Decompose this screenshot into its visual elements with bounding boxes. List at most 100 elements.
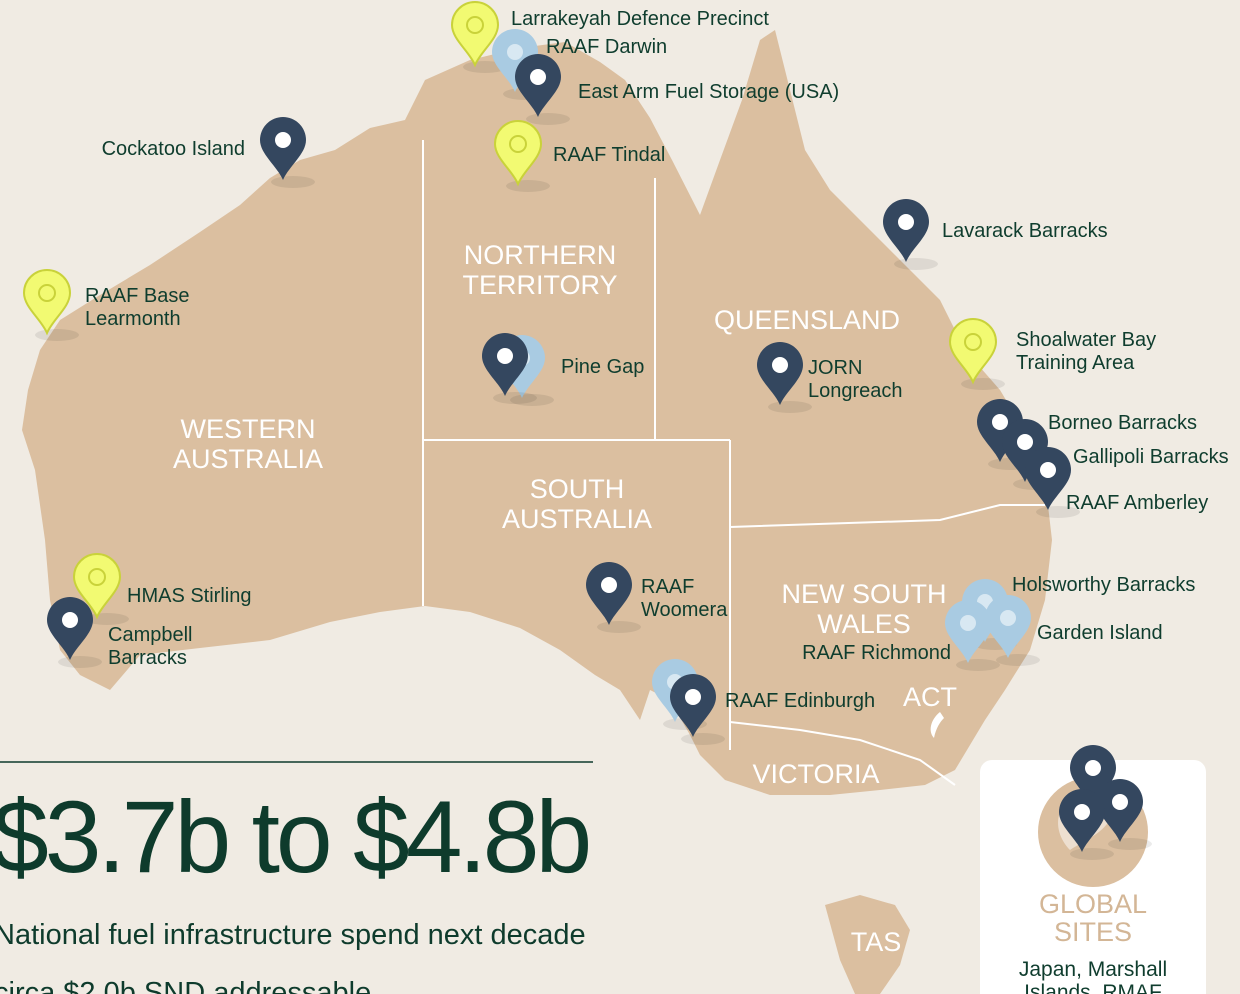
pin-shadow (58, 656, 102, 668)
pin-body (977, 399, 1023, 462)
site-label: Barracks (108, 647, 187, 669)
subtext: National fuel infrastructure spend next … (0, 919, 586, 951)
state-label: TAS (851, 927, 902, 957)
border (729, 721, 956, 786)
pin-body (1025, 447, 1071, 510)
pin-body (492, 29, 538, 92)
pin-hole (964, 333, 982, 351)
site-label: RAAF Darwin (546, 36, 667, 58)
state-label: VICTORIA (752, 759, 879, 789)
pin (757, 342, 812, 413)
pin-body (883, 199, 929, 262)
pin-hole (62, 612, 78, 628)
pin (482, 333, 537, 404)
pin-body (482, 333, 528, 396)
site-label: RAAF Base (85, 285, 189, 307)
pin-shadow (493, 392, 537, 404)
site-label: JORN (808, 357, 862, 379)
pin-shadow (681, 733, 725, 745)
pin-body (47, 597, 93, 660)
pin-body (670, 674, 716, 737)
site-label: Shoalwater Bay (1016, 329, 1156, 351)
pin-hole (960, 615, 976, 631)
pin-body (586, 562, 632, 625)
pin (260, 117, 315, 188)
pin-shadow (768, 401, 812, 413)
pin-body (1097, 779, 1143, 842)
pin-shadow (1070, 848, 1114, 860)
pin-shadow (597, 621, 641, 633)
pin-shadow (526, 113, 570, 125)
pin-hole (1000, 610, 1016, 626)
site-label: Pine Gap (561, 356, 644, 378)
headline: $3.7b to $4.8b (0, 780, 589, 894)
global-detail: Islands, RMAF (1024, 981, 1162, 994)
pin (1059, 789, 1114, 860)
pin-hole (1112, 794, 1128, 810)
pin-hole (466, 16, 484, 34)
labels: WESTERNAUSTRALIANORTHERNTERRITORYQUEENSL… (85, 8, 1229, 994)
pin-hole (275, 132, 291, 148)
border (729, 504, 1045, 528)
pin-hole (1040, 462, 1056, 478)
pin-shadow (961, 378, 1005, 390)
pin-body (1002, 419, 1048, 482)
site-label: RAAF Edinburgh (725, 690, 875, 712)
state-label: NEW SOUTH (782, 579, 947, 609)
site-label: East Arm Fuel Storage (USA) (578, 81, 839, 103)
site-label: RAAF (641, 576, 694, 598)
state-label: NORTHERN (464, 240, 617, 270)
pin (586, 562, 641, 633)
pin-shadow (510, 394, 554, 406)
site-label: Gallipoli Barracks (1073, 446, 1229, 468)
pin-shadow (35, 329, 79, 341)
site-label: HMAS Stirling (127, 585, 251, 607)
site-label: Larrakeyah Defence Precinct (511, 8, 769, 30)
pin-body (945, 600, 991, 663)
pin-hole (772, 357, 788, 373)
state-label: TERRITORY (462, 270, 617, 300)
pin-body (757, 342, 803, 405)
site-label: Campbell (108, 624, 192, 646)
state-label: WALES (817, 609, 911, 639)
pin-hole (507, 44, 523, 60)
pin-hole (1085, 760, 1101, 776)
pin-shadow (506, 180, 550, 192)
subtext: circa $2.0b SND addressable (0, 977, 371, 994)
pin (1025, 447, 1080, 518)
global-title: SITES (1054, 917, 1132, 947)
pin (1097, 779, 1152, 850)
site-label: Lavarack Barracks (942, 220, 1108, 242)
pin (670, 674, 725, 745)
pin-hole (530, 69, 546, 85)
pin-body (1059, 789, 1105, 852)
site-label: Learmonth (85, 308, 181, 330)
pin (883, 199, 938, 270)
site-label: Garden Island (1037, 622, 1163, 644)
pin (72, 553, 129, 625)
pin-shadow (894, 258, 938, 270)
state-borders (422, 140, 1045, 786)
pin (493, 120, 550, 192)
pin-hole (497, 348, 513, 364)
act-shape (930, 712, 944, 738)
pin-hole (38, 284, 56, 302)
pin (945, 600, 1000, 671)
pin-hole (509, 135, 527, 153)
state-label: QUEENSLAND (714, 305, 900, 335)
pins (22, 1, 1152, 860)
pin (985, 595, 1040, 666)
global-title: GLOBAL (1039, 889, 1147, 919)
pin-shadow (1036, 506, 1080, 518)
mainland (22, 30, 1052, 795)
pin-shadow (1108, 838, 1152, 850)
site-label: Longreach (808, 380, 903, 402)
pin-hole (685, 689, 701, 705)
site-label: Training Area (1016, 352, 1135, 374)
pin (948, 318, 1005, 390)
state-label: AUSTRALIA (502, 504, 652, 534)
state-label: AUSTRALIA (173, 444, 323, 474)
site-label: RAAF Tindal (553, 144, 665, 166)
site-label: Woomera (641, 599, 728, 621)
pin-hole (601, 577, 617, 593)
